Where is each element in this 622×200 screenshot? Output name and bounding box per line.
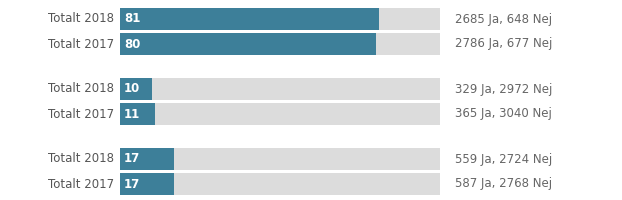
Text: 2786 Ja, 677 Nej: 2786 Ja, 677 Nej (455, 38, 552, 50)
Bar (120, 33, 376, 55)
Text: Totalt 2018: Totalt 2018 (48, 12, 114, 25)
Text: Totalt 2017: Totalt 2017 (48, 38, 114, 50)
Text: 80: 80 (124, 38, 141, 50)
Text: 365 Ja, 3040 Nej: 365 Ja, 3040 Nej (455, 108, 552, 120)
Text: 2685 Ja, 648 Nej: 2685 Ja, 648 Nej (455, 12, 552, 25)
Text: Totalt 2018: Totalt 2018 (48, 152, 114, 166)
Bar (120, 33, 440, 55)
Text: 587 Ja, 2768 Nej: 587 Ja, 2768 Nej (455, 178, 552, 190)
Text: 11: 11 (124, 108, 140, 120)
Bar (120, 148, 440, 170)
Bar (120, 8, 440, 30)
Bar (120, 103, 440, 125)
Text: Totalt 2017: Totalt 2017 (48, 108, 114, 120)
Text: 81: 81 (124, 12, 141, 25)
Bar (120, 173, 440, 195)
Bar (120, 78, 152, 100)
Bar (120, 173, 174, 195)
Text: Totalt 2017: Totalt 2017 (48, 178, 114, 190)
Bar (120, 8, 379, 30)
Text: 10: 10 (124, 82, 140, 96)
Text: 17: 17 (124, 178, 140, 190)
Bar (120, 78, 440, 100)
Text: 17: 17 (124, 152, 140, 166)
Bar (120, 103, 156, 125)
Text: 559 Ja, 2724 Nej: 559 Ja, 2724 Nej (455, 152, 552, 166)
Text: Totalt 2018: Totalt 2018 (48, 82, 114, 96)
Bar (120, 148, 174, 170)
Text: 329 Ja, 2972 Nej: 329 Ja, 2972 Nej (455, 82, 552, 96)
